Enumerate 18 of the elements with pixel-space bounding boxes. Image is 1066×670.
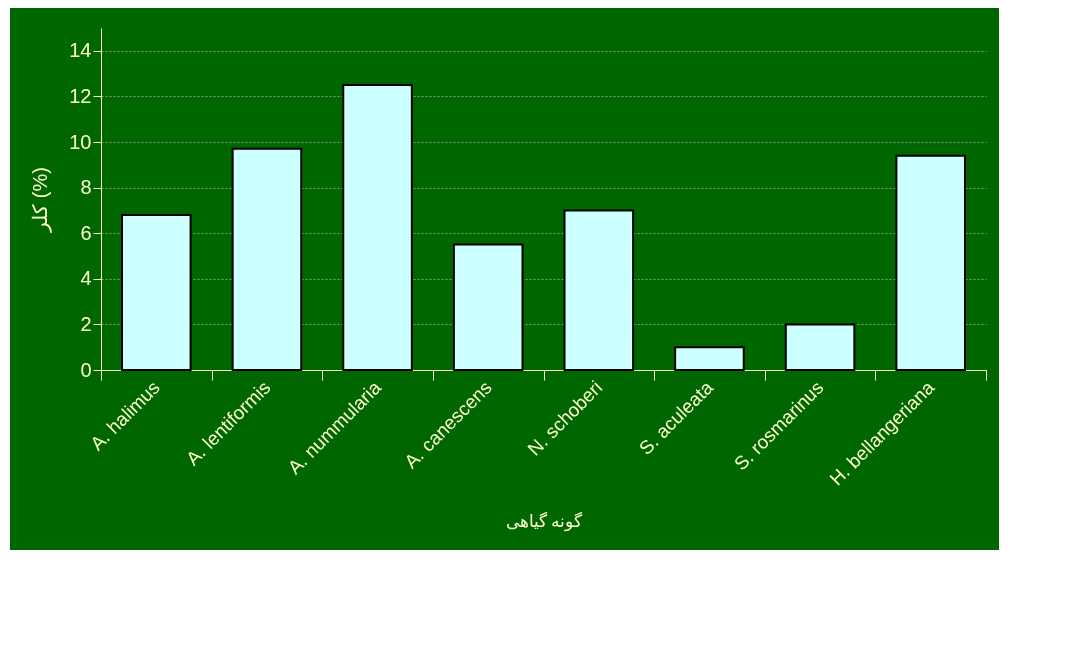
bar xyxy=(121,213,192,371)
bar xyxy=(674,346,745,371)
y-tick-label: 6 xyxy=(80,221,92,244)
bar xyxy=(231,147,303,371)
y-tick-label: 0 xyxy=(80,358,92,381)
bar xyxy=(342,84,413,371)
y-tick-label: 4 xyxy=(80,267,92,290)
y-tick-label: 10 xyxy=(69,130,92,153)
y-tick-label: 14 xyxy=(69,39,92,62)
bar xyxy=(784,323,856,371)
y-tick-label: 12 xyxy=(69,84,92,107)
y-axis-title: کلر (%) xyxy=(29,167,53,233)
y-tick-label: 8 xyxy=(80,176,92,199)
y-tick-label: 2 xyxy=(80,312,92,335)
x-axis-title: گونه گیاهی xyxy=(505,511,584,533)
bar xyxy=(563,209,635,371)
bar xyxy=(452,243,524,371)
bar xyxy=(895,154,966,371)
